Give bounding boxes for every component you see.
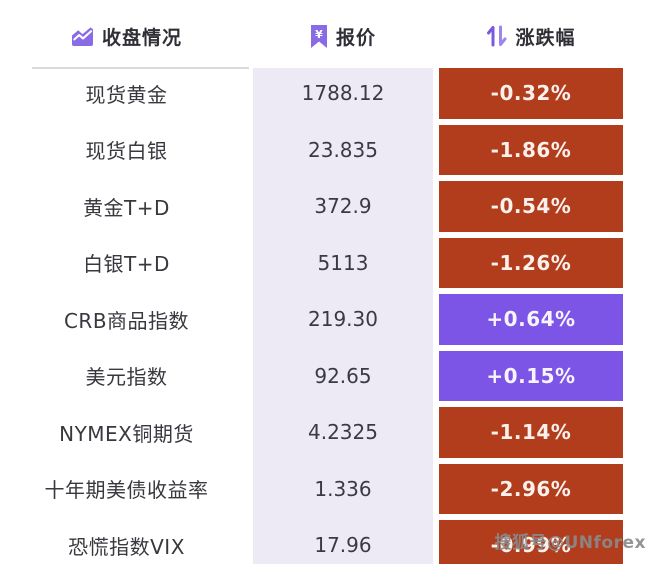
table-header: 收盘情况 ¥ 报价 涨跌幅 (0, 0, 647, 68)
instrument-name: CRB商品指数 (63, 308, 190, 333)
table-row: 现货白银 23.835 -1.86% (0, 124, 647, 182)
table-row: 白银T+D 5113 -1.26% (0, 237, 647, 295)
change-badge: +0.64% (439, 294, 623, 345)
instrument-name: 十年期美债收益率 (44, 478, 209, 503)
table-row: CRB商品指数 219.30 +0.64% (0, 294, 647, 351)
price-value: 4.2325 (253, 407, 433, 464)
price-value: 219.30 (253, 294, 433, 351)
table-row: 美元指数 92.65 +0.15% (0, 350, 647, 408)
change-badge: -2.96% (439, 463, 623, 514)
instrument-name: 现货白银 (85, 139, 168, 164)
price-value: 17.96 (253, 520, 433, 564)
change-value: -1.26% (490, 250, 572, 275)
header-underline-divider (32, 67, 249, 69)
header-col-change: 涨跌幅 (439, 23, 623, 50)
header-col-close: 收盘情况 (0, 23, 253, 50)
instrument-name: 恐慌指数VIX (68, 534, 185, 559)
change-cell: -1.86% (439, 124, 623, 182)
change-value: -0.32% (490, 81, 572, 106)
instrument-name: 黄金T+D (83, 195, 170, 220)
change-badge: +0.15% (439, 350, 623, 401)
area-chart-icon (71, 26, 94, 47)
price-value: 1788.12 (253, 68, 433, 125)
change-value: +0.64% (486, 307, 576, 332)
instrument-name: 白银T+D (83, 252, 170, 277)
price-value: 23.835 (253, 124, 433, 181)
change-value: -0.99% (490, 533, 572, 558)
change-value: +0.15% (486, 363, 576, 388)
price-tag-icon: ¥ (310, 24, 328, 48)
price-value: 1.336 (253, 463, 433, 520)
instrument-name: 现货黄金 (85, 82, 168, 107)
price-value: 92.65 (253, 350, 433, 407)
change-badge: -0.99% (439, 520, 623, 564)
header-col-price: ¥ 报价 (253, 23, 433, 50)
change-badge: -0.54% (439, 181, 623, 232)
instrument-name: NYMEX铜期货 (59, 421, 194, 446)
change-value: -0.54% (490, 194, 572, 219)
change-cell: -2.96% (439, 463, 623, 521)
instrument-name: 美元指数 (85, 365, 168, 390)
change-badge: -0.32% (439, 68, 623, 119)
svg-text:¥: ¥ (315, 28, 323, 41)
watermark-text: 搜狐号@UNforex (494, 533, 646, 553)
change-cell: +0.64% (439, 294, 623, 351)
change-value: -1.14% (490, 420, 572, 445)
table-row: 十年期美债收益率 1.336 -2.96% (0, 463, 647, 521)
table-row: 恐慌指数VIX 17.96 -0.99% (0, 520, 647, 564)
change-value: -2.96% (490, 476, 572, 501)
header-label-close: 收盘情况 (101, 26, 182, 49)
change-cell: -0.32% (439, 68, 623, 125)
price-value: 372.9 (253, 181, 433, 238)
quote-table-body: 现货黄金 1788.12 -0.32% 现货白银 23.835 -1.86% 黄… (0, 68, 647, 564)
up-down-arrows-icon (486, 25, 507, 47)
change-cell: -0.54% (439, 181, 623, 238)
change-badge: -1.26% (439, 237, 623, 288)
header-label-change: 涨跌幅 (515, 26, 576, 49)
change-cell: -1.14% (439, 407, 623, 464)
price-value: 5113 (253, 237, 433, 294)
change-cell: -1.26% (439, 237, 623, 295)
change-badge: -1.14% (439, 407, 623, 458)
table-row: NYMEX铜期货 4.2325 -1.14% (0, 407, 647, 464)
change-badge: -1.86% (439, 124, 623, 175)
change-cell: +0.15% (439, 350, 623, 408)
change-cell: -0.99% (439, 520, 623, 564)
change-value: -1.86% (490, 137, 572, 162)
header-label-price: 报价 (335, 26, 376, 49)
table-row: 黄金T+D 372.9 -0.54% (0, 181, 647, 238)
table-row: 现货黄金 1788.12 -0.32% (0, 68, 647, 125)
